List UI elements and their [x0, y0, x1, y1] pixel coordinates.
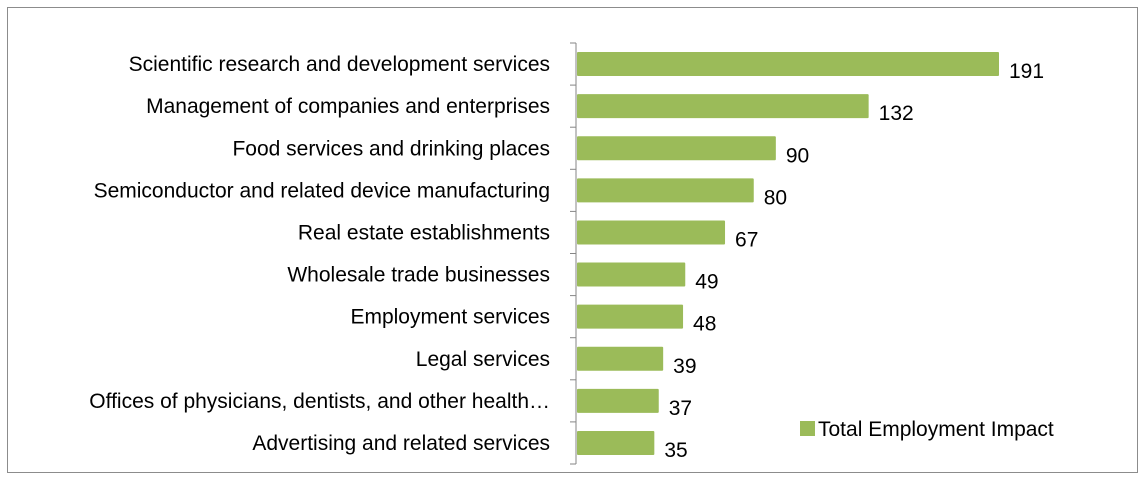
- bar: [577, 262, 686, 287]
- legend: Total Employment Impact: [800, 418, 1054, 441]
- category-axis: [570, 42, 577, 465]
- value-label: 48: [693, 313, 716, 336]
- value-labels: 191 132 90 80 67 49 48 39 37 35: [664, 60, 1044, 462]
- category-label: Management of companies and enterprises: [146, 95, 550, 118]
- value-label: 49: [695, 271, 718, 294]
- legend-swatch: [800, 421, 815, 436]
- bars: [577, 52, 999, 455]
- value-label: 132: [879, 102, 914, 125]
- category-label: Real estate establishments: [298, 221, 550, 244]
- bar: [577, 220, 726, 245]
- value-label: 67: [735, 228, 758, 251]
- category-label: Advertising and related services: [252, 432, 550, 455]
- value-label: 90: [786, 144, 809, 167]
- bar: [577, 178, 754, 203]
- category-label: Employment services: [350, 306, 550, 329]
- category-label: Offices of physicians, dentists, and oth…: [89, 390, 550, 413]
- bar: [577, 304, 684, 329]
- bar: [577, 136, 776, 161]
- category-label: Semiconductor and related device manufac…: [94, 179, 550, 202]
- category-label: Wholesale trade businesses: [287, 264, 550, 287]
- value-label: 80: [764, 186, 787, 209]
- bar: [577, 94, 869, 119]
- value-label: 37: [669, 397, 692, 420]
- bar: [577, 388, 659, 413]
- category-label: Legal services: [416, 348, 550, 371]
- legend-label: Total Employment Impact: [818, 418, 1054, 441]
- category-label: Food services and drinking places: [232, 137, 550, 160]
- bar: [577, 52, 999, 77]
- value-label: 191: [1009, 60, 1044, 83]
- category-label: Scientific research and development serv…: [129, 53, 550, 76]
- bar: [577, 346, 664, 371]
- bar: [577, 430, 655, 455]
- value-label: 39: [673, 355, 696, 378]
- value-label: 35: [664, 439, 687, 462]
- category-labels: Scientific research and development serv…: [89, 53, 550, 455]
